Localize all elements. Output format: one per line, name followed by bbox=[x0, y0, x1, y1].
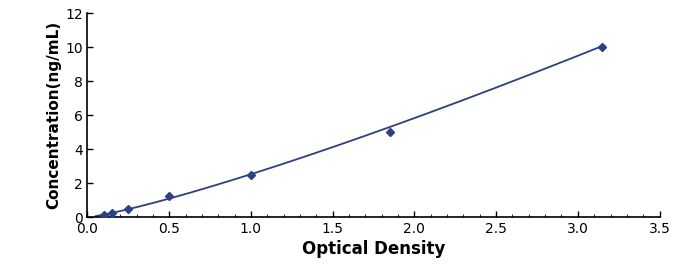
X-axis label: Optical Density: Optical Density bbox=[302, 240, 446, 258]
Y-axis label: Concentration(ng/mL): Concentration(ng/mL) bbox=[46, 21, 61, 209]
